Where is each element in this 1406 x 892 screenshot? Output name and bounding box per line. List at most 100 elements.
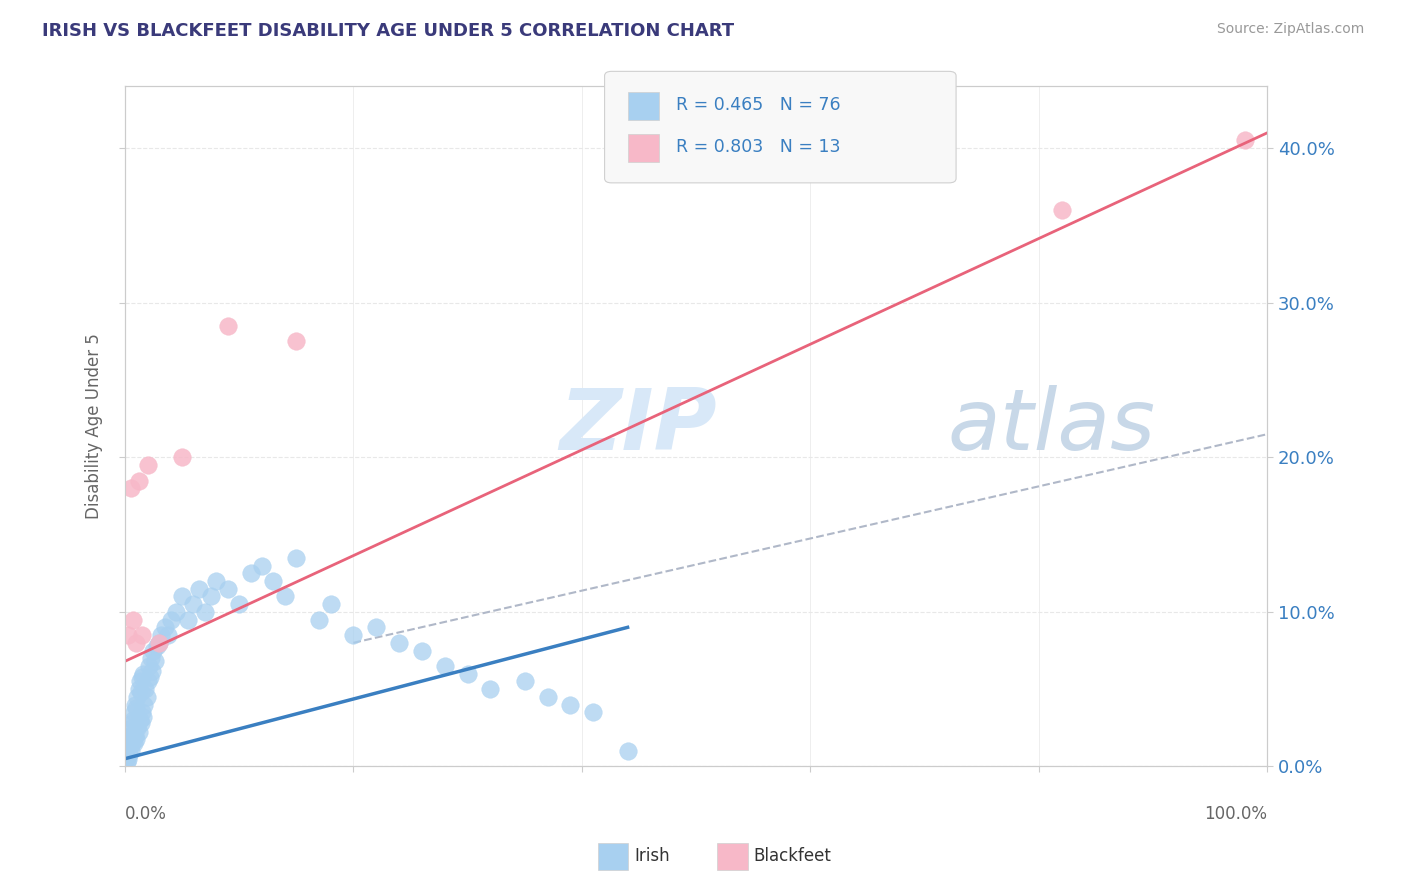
Y-axis label: Disability Age Under 5: Disability Age Under 5 — [86, 334, 103, 519]
Point — [128, 674, 150, 689]
Point — [136, 674, 159, 689]
Point — [120, 744, 142, 758]
Point — [194, 605, 217, 619]
Point — [170, 450, 193, 465]
Point — [127, 721, 149, 735]
Text: IRISH VS BLACKFEET DISABILITY AGE UNDER 5 CORRELATION CHART: IRISH VS BLACKFEET DISABILITY AGE UNDER … — [42, 22, 734, 40]
Point — [148, 636, 170, 650]
Point — [170, 590, 193, 604]
Point — [131, 706, 153, 720]
Point — [120, 481, 142, 495]
Point — [115, 752, 138, 766]
Point — [513, 674, 536, 689]
Point — [262, 574, 284, 588]
Point — [118, 729, 141, 743]
Text: atlas: atlas — [948, 385, 1156, 468]
Point — [124, 698, 146, 712]
Point — [285, 334, 308, 349]
Point — [121, 729, 143, 743]
Point — [141, 664, 163, 678]
Point — [134, 698, 156, 712]
Point — [125, 636, 148, 650]
Point — [1050, 202, 1073, 217]
Point — [129, 685, 152, 699]
Text: 100.0%: 100.0% — [1205, 805, 1267, 823]
Point — [411, 643, 433, 657]
Point — [135, 690, 157, 704]
Point — [479, 682, 502, 697]
Point — [128, 474, 150, 488]
Point — [157, 628, 180, 642]
Text: R = 0.803   N = 13: R = 0.803 N = 13 — [676, 138, 841, 156]
Point — [153, 620, 176, 634]
Point — [308, 613, 330, 627]
Point — [1233, 133, 1256, 147]
Point — [274, 590, 297, 604]
Point — [139, 670, 162, 684]
Point — [127, 690, 149, 704]
Point — [132, 710, 155, 724]
Point — [122, 736, 145, 750]
Text: Irish: Irish — [634, 847, 669, 865]
Point — [121, 713, 143, 727]
Point — [131, 670, 153, 684]
Point — [122, 706, 145, 720]
Point — [200, 590, 222, 604]
Point — [136, 458, 159, 472]
Point — [165, 605, 187, 619]
Point — [134, 682, 156, 697]
Point — [115, 755, 138, 769]
Point — [457, 666, 479, 681]
Point — [118, 747, 141, 761]
Text: Source: ZipAtlas.com: Source: ZipAtlas.com — [1216, 22, 1364, 37]
Point — [388, 636, 411, 650]
Point — [128, 725, 150, 739]
Point — [536, 690, 558, 704]
Point — [433, 659, 456, 673]
Point — [125, 731, 148, 746]
Point — [129, 716, 152, 731]
Point — [115, 740, 138, 755]
Point — [228, 597, 250, 611]
Point — [342, 628, 364, 642]
Point — [121, 716, 143, 731]
Point — [616, 744, 638, 758]
Point — [146, 639, 169, 653]
Point — [125, 700, 148, 714]
Point — [319, 597, 342, 611]
Point — [117, 628, 139, 642]
Text: 0.0%: 0.0% — [125, 805, 167, 823]
Point — [560, 698, 582, 712]
Point — [142, 643, 165, 657]
Point — [143, 654, 166, 668]
Text: Blackfeet: Blackfeet — [754, 847, 831, 865]
Point — [117, 731, 139, 746]
Point — [188, 582, 211, 596]
Point — [250, 558, 273, 573]
Point — [285, 550, 308, 565]
Point — [239, 566, 262, 581]
Point — [117, 752, 139, 766]
Point — [132, 666, 155, 681]
Point — [205, 574, 228, 588]
Point — [217, 582, 239, 596]
Text: R = 0.465   N = 76: R = 0.465 N = 76 — [676, 96, 841, 114]
Point — [150, 628, 173, 642]
Point — [183, 597, 205, 611]
Text: ZIP: ZIP — [560, 385, 717, 468]
Point — [121, 736, 143, 750]
Point — [128, 682, 150, 697]
Point — [582, 706, 605, 720]
Point — [131, 628, 153, 642]
Point — [366, 620, 388, 634]
Point — [124, 729, 146, 743]
Point — [139, 651, 162, 665]
Point — [159, 613, 181, 627]
Point — [217, 318, 239, 333]
Point — [176, 613, 198, 627]
Point — [121, 613, 143, 627]
Point — [120, 721, 142, 735]
Point — [128, 713, 150, 727]
Point — [148, 636, 170, 650]
Point — [138, 659, 160, 673]
